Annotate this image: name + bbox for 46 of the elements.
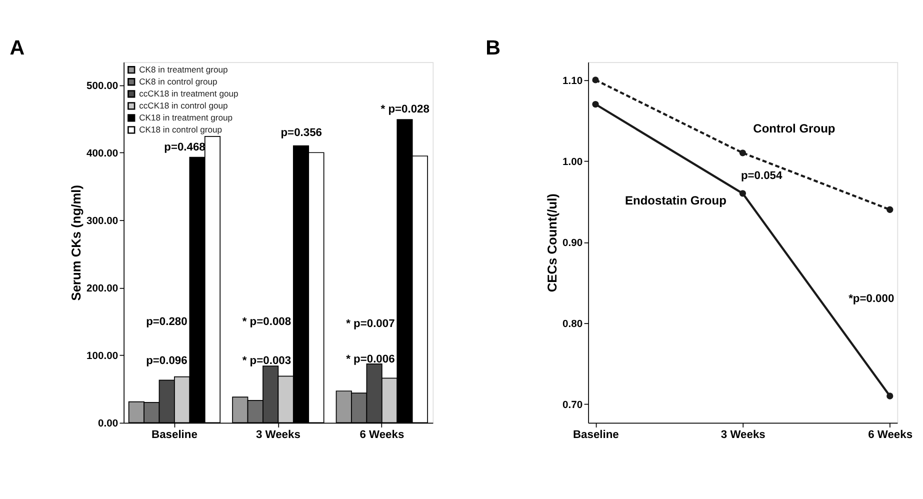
point <box>592 100 599 108</box>
annotation: * p=0.003 <box>242 355 292 368</box>
y-tick-label: 400.00 <box>86 148 118 160</box>
legend-label: CK8 in control group <box>139 76 218 86</box>
y-axis-title: Serum CKs (ng/ml) <box>68 184 84 301</box>
annotation: p=0.356 <box>280 126 322 139</box>
annotation: * p=0.006 <box>346 354 395 366</box>
y-tick-label: 1.00 <box>562 156 583 168</box>
series-label: Endostatin Group <box>624 194 726 208</box>
legend-label: CK18 in control group <box>139 124 222 135</box>
x-tick-label: Baseline <box>572 428 619 441</box>
y-tick-label: 100.00 <box>86 351 118 362</box>
x-tick-label: 6 Weeks <box>360 428 404 441</box>
annotation: p=0.468 <box>164 141 206 154</box>
point <box>886 206 894 213</box>
y-tick-label: 200.00 <box>86 284 118 295</box>
legend-label: CK18 in treatment group <box>139 112 233 123</box>
chart-title: A <box>10 36 25 60</box>
point <box>739 190 746 197</box>
y-tick-label: 0.00 <box>98 418 118 430</box>
x-tick-label: 6 Weeks <box>868 428 913 441</box>
y-tick-label: 500.00 <box>86 80 118 92</box>
annotation: p=0.280 <box>146 316 188 328</box>
y-tick-label: 300.00 <box>86 216 118 228</box>
y-tick-label: 0.70 <box>562 400 583 411</box>
legend-label: ccCK18 in control goup <box>139 100 228 110</box>
chart-title: B <box>486 36 501 60</box>
y-axis-title: CECs Count(/ul) <box>544 194 560 292</box>
y-tick-label: 1.10 <box>562 76 583 87</box>
annotation: * p=0.007 <box>346 318 395 330</box>
annotation: * p=0.028 <box>380 103 430 116</box>
series-label: Control Group <box>753 121 836 136</box>
legend-label: CK8 in treatment group <box>139 64 228 74</box>
point <box>886 392 894 400</box>
x-tick-label: 3 Weeks <box>720 428 766 441</box>
x-tick-label: 3 Weeks <box>256 428 300 441</box>
annotation: * p=0.008 <box>242 316 292 328</box>
legend-label: ccCK18 in treatment goup <box>139 88 239 98</box>
y-tick-label: 0.90 <box>562 238 583 249</box>
y-tick-label: 0.80 <box>562 318 583 330</box>
annotation: p=0.054 <box>740 170 783 182</box>
x-tick-label: Baseline <box>152 428 198 441</box>
point <box>739 150 746 156</box>
annotation: p=0.096 <box>146 355 188 368</box>
annotation: *p=0.000 <box>848 293 894 306</box>
point <box>592 76 599 84</box>
